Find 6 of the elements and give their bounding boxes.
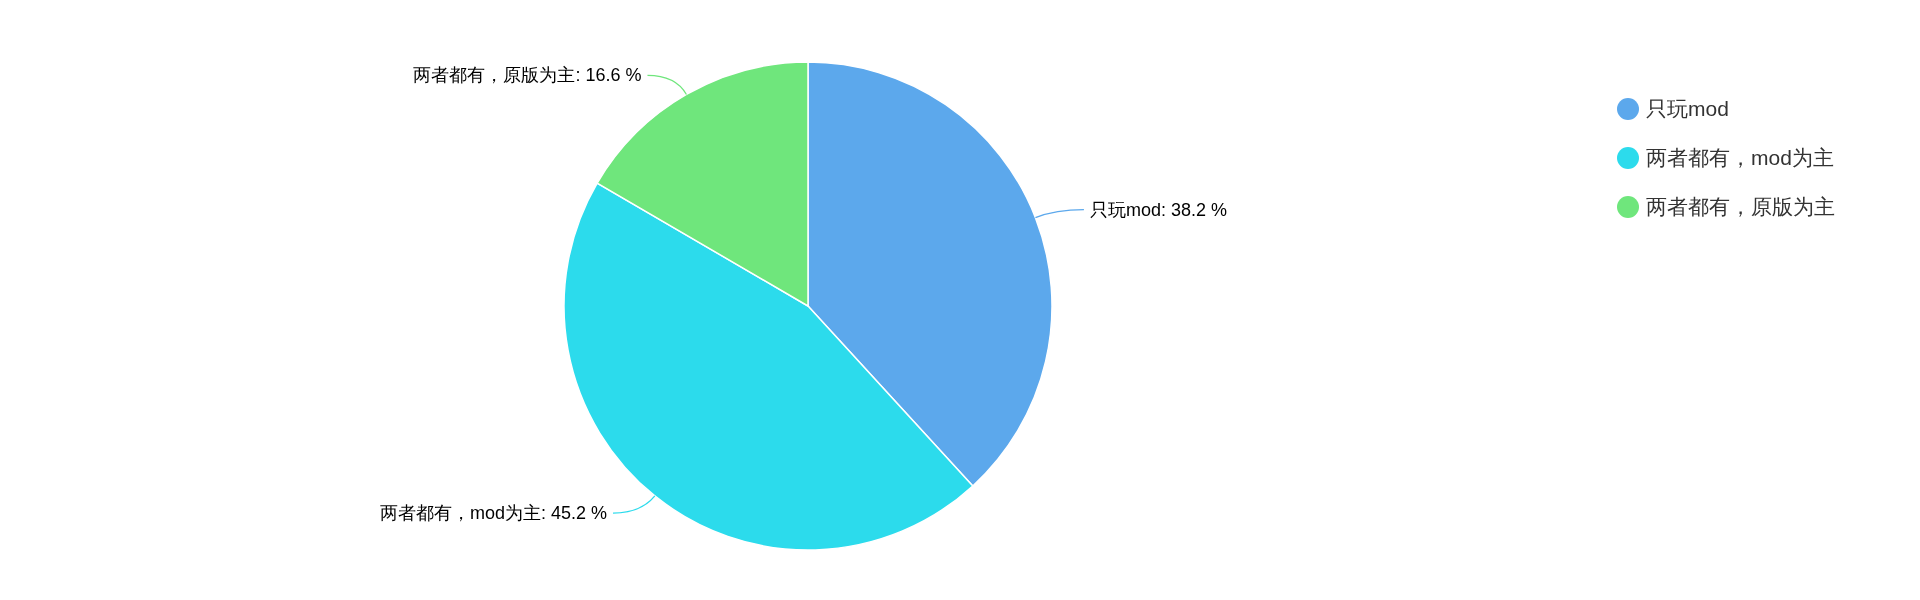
legend-label: 两者都有，原版为主 [1646, 195, 1835, 218]
data-label: 两者都有，mod为主: 45.2 % [379, 503, 608, 524]
data-label: 两者都有，原版为主: 16.6 % [413, 65, 642, 86]
legend-label: 只玩mod [1646, 97, 1729, 120]
legend-label: 两者都有，mod为主 [1646, 146, 1834, 169]
data-label: 只玩mod: 38.2 % [1089, 199, 1227, 220]
